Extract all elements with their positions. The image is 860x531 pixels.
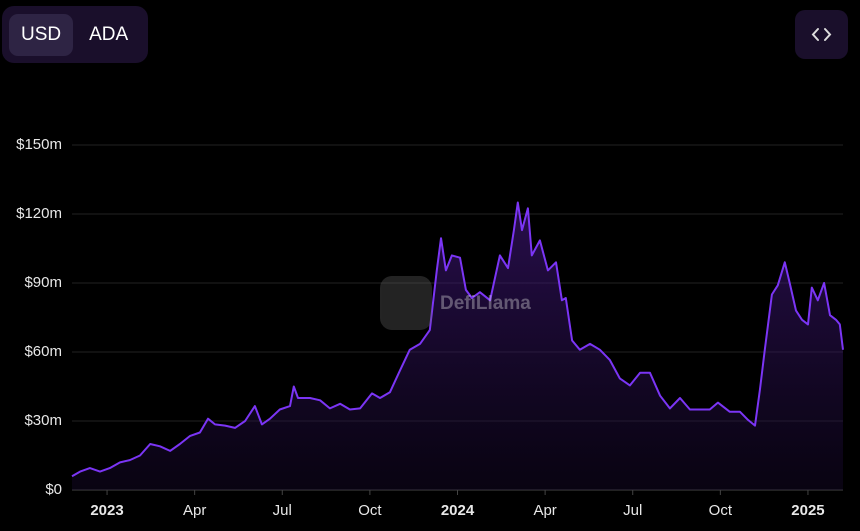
y-tick-label: $150m — [16, 136, 62, 153]
x-tick-label: 2023 — [90, 502, 123, 519]
area — [72, 202, 843, 490]
x-tick-label: Oct — [358, 502, 382, 519]
x-tick-label: Jul — [273, 502, 292, 519]
y-tick-label: $90m — [24, 274, 62, 291]
embed-button[interactable] — [795, 10, 848, 59]
x-tick-label: 2025 — [791, 502, 824, 519]
currency-option[interactable]: ADA — [77, 14, 140, 56]
watermark-text: DefiLlama — [440, 293, 531, 314]
x-tick-label: Apr — [183, 502, 206, 519]
currency-toggle: USD ADA — [2, 6, 148, 63]
y-tick-label: $120m — [16, 205, 62, 222]
line — [71, 201, 844, 478]
y-tick-label: $30m — [24, 412, 62, 429]
x-tick-label: Apr — [533, 502, 556, 519]
y-tick-label: $60m — [24, 343, 62, 360]
x-tick-label: Jul — [623, 502, 642, 519]
y-tick-label: $0 — [45, 481, 62, 498]
currency-option[interactable]: USD — [9, 13, 74, 56]
watermark: DefiLlama — [380, 276, 531, 330]
x-tick-label: Oct — [709, 502, 733, 519]
x-tick-label: 2024 — [441, 502, 475, 519]
embed-icon — [811, 28, 832, 41]
